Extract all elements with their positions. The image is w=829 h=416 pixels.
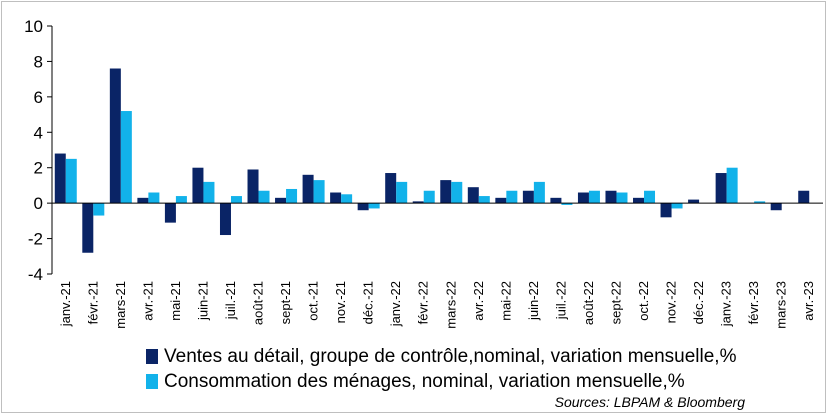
bar-consumption (286, 188, 298, 204)
bar-retail (302, 174, 314, 204)
bar-retail (715, 173, 727, 204)
bar-consumption (396, 181, 408, 204)
legend-entry-consumption: Consommation des ménages, nominal, varia… (146, 369, 736, 394)
x-tick-label: août-21 (251, 281, 266, 325)
bar-consumption (588, 190, 600, 204)
y-tick-label: 8 (34, 52, 43, 71)
y-tick-label: 2 (34, 159, 43, 178)
legend-swatch-consumption (146, 374, 158, 389)
bar-retail (577, 192, 589, 204)
bar-consumption (644, 190, 656, 204)
bar-consumption (726, 167, 738, 204)
bar-consumption (65, 158, 77, 204)
bar-consumption (93, 203, 105, 216)
bar-consumption (175, 196, 187, 204)
bar-consumption (313, 180, 325, 204)
x-tick-label: juil.-22 (553, 281, 568, 320)
bar-retail (605, 190, 617, 204)
bar-consumption (451, 181, 463, 204)
bar-retail (495, 197, 507, 204)
x-tick-label: août-22 (581, 281, 596, 325)
x-tick-label: févr.-23 (746, 281, 761, 324)
x-tick-label: mars-21 (113, 281, 128, 329)
x-tick-label: mai-22 (498, 281, 513, 321)
bar-consumption (341, 194, 353, 204)
bar-retail (330, 192, 342, 204)
x-tick-label: mai-21 (168, 281, 183, 321)
legend-label-consumption: Consommation des ménages, nominal, varia… (164, 370, 685, 392)
y-tick-label: 4 (34, 123, 43, 142)
bar-consumption (203, 181, 215, 204)
bar-retail (440, 180, 452, 204)
legend-swatch-retail (146, 349, 158, 364)
bar-retail (633, 197, 645, 204)
x-tick-label: nov.-22 (664, 281, 679, 323)
x-tick-label: avr.-22 (471, 281, 486, 321)
x-tick-label: sept-21 (278, 281, 293, 324)
bar-consumption (616, 192, 628, 204)
y-tick-label: 0 (34, 194, 43, 213)
bar-consumption (754, 201, 766, 204)
bar-retail (550, 197, 562, 204)
x-tick-label: juil.-21 (223, 281, 238, 320)
bar-retail (660, 203, 672, 218)
x-tick-label: juin-22 (526, 281, 541, 321)
x-tick-label: sept-22 (608, 281, 623, 324)
bar-retail (82, 203, 94, 253)
x-tick-label: févr.-22 (416, 281, 431, 324)
bar-consumption (561, 203, 573, 205)
bar-retail (109, 68, 121, 204)
bar-consumption (258, 190, 270, 204)
bar-retail (54, 153, 66, 204)
y-tick-label: 6 (34, 88, 43, 107)
x-tick-label: oct.-21 (306, 281, 321, 321)
x-tick-label: avr.-23 (801, 281, 816, 321)
bar-retail (467, 187, 479, 204)
y-tick-label: -2 (28, 230, 43, 249)
bar-retail (275, 197, 287, 204)
x-tick-label: juin-21 (195, 281, 210, 321)
bar-retail (247, 169, 259, 204)
source-note: Sources: LBPAM & Bloomberg (554, 394, 745, 410)
bar-retail (385, 173, 397, 204)
bar-retail (770, 203, 782, 211)
bar-consumption (671, 203, 683, 209)
x-tick-label: mars-22 (443, 281, 458, 329)
bar-retail (412, 201, 424, 204)
legend-label-retail: Ventes au détail, groupe de contrôle,nom… (164, 345, 737, 367)
x-tick-label: oct.-22 (636, 281, 651, 321)
chart-legend: Ventes au détail, groupe de contrôle,nom… (146, 344, 736, 394)
bar-consumption (423, 190, 435, 204)
x-tick-label: déc.-21 (361, 281, 376, 324)
bar-retail (219, 203, 231, 236)
y-tick-label: -4 (28, 265, 43, 284)
bar-consumption (120, 111, 132, 204)
x-tick-label: mars-23 (774, 281, 789, 329)
x-tick-label: nov.-21 (333, 281, 348, 323)
legend-entry-retail: Ventes au détail, groupe de contrôle,nom… (146, 344, 736, 369)
x-tick-label: janv.-22 (388, 281, 403, 327)
x-tick-label: déc.-22 (691, 281, 706, 324)
x-tick-label: janv.-21 (58, 281, 73, 327)
x-tick-label: janv.-23 (719, 281, 734, 327)
bar-retail (192, 167, 204, 204)
y-tick-label: 10 (24, 17, 43, 36)
bar-retail (357, 203, 369, 211)
bar-retail (798, 190, 810, 204)
bar-retail (137, 197, 149, 204)
bar-retail (688, 199, 700, 204)
bar-consumption (148, 192, 160, 204)
bar-consumption (230, 196, 242, 204)
x-tick-label: avr.-21 (140, 281, 155, 321)
bar-consumption (368, 203, 380, 209)
x-tick-label: févr.-21 (85, 281, 100, 324)
bar-consumption (506, 190, 518, 204)
bar-consumption (533, 181, 545, 204)
bar-retail (164, 203, 176, 223)
bar-consumption (478, 196, 490, 204)
bar-retail (522, 190, 534, 204)
